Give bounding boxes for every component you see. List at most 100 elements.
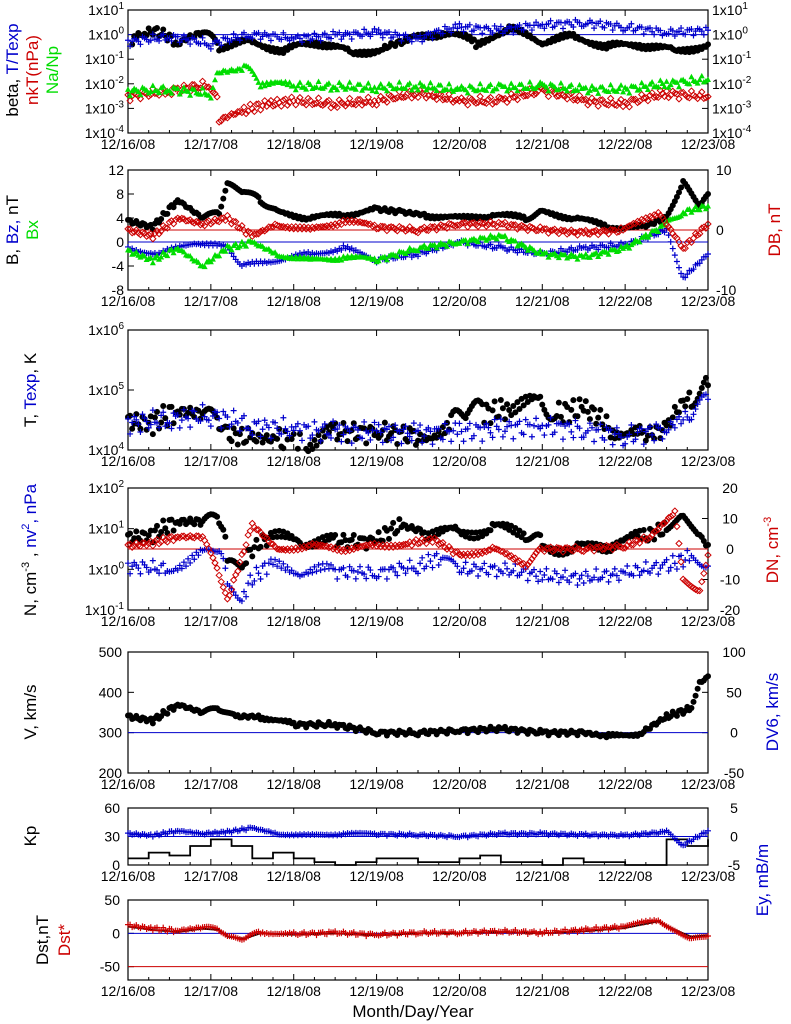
data-point	[667, 238, 674, 245]
data-point	[176, 562, 183, 569]
x-tick-label: 12/23/08	[681, 868, 736, 884]
data-point	[294, 546, 302, 554]
data-point	[321, 100, 329, 108]
data-point	[595, 90, 602, 96]
data-point	[263, 432, 270, 439]
data-point	[261, 533, 269, 541]
data-point	[560, 25, 566, 32]
data-point	[234, 419, 241, 426]
data-point	[613, 424, 620, 431]
data-point	[205, 217, 213, 225]
data-point	[352, 575, 359, 582]
y-tick-label: 1x101	[88, 520, 124, 537]
data-point	[449, 98, 457, 106]
data-point	[646, 91, 654, 99]
y2-tick-label: 0	[716, 222, 724, 238]
data-point	[653, 421, 660, 428]
data-point	[447, 220, 455, 228]
data-point	[704, 551, 712, 559]
data-point	[517, 221, 526, 230]
data-point	[640, 30, 647, 37]
data-point	[493, 85, 500, 92]
data-point	[228, 37, 235, 44]
y2-tick-label: -10	[716, 282, 736, 298]
data-point	[495, 93, 503, 101]
data-point	[218, 42, 225, 49]
data-point	[234, 567, 242, 575]
data-point	[464, 240, 471, 247]
data-point	[553, 570, 560, 577]
data-point	[137, 570, 144, 577]
data-point	[399, 93, 408, 102]
data-point	[128, 229, 136, 237]
x-tick-label: 12/22/08	[598, 453, 653, 469]
data-point	[640, 567, 647, 574]
data-point	[628, 422, 635, 429]
data-point	[364, 220, 372, 229]
data-point	[528, 223, 536, 232]
data-point	[522, 416, 529, 423]
data-point	[311, 30, 318, 37]
y-tick-label: 1x10-1	[85, 601, 125, 618]
data-point	[185, 88, 192, 94]
data-point	[491, 22, 498, 29]
data-point	[396, 79, 403, 85]
data-point	[410, 420, 417, 427]
data-point	[618, 82, 624, 88]
data-point	[543, 565, 550, 572]
data-point	[403, 540, 412, 548]
data-point	[439, 222, 447, 230]
data-point	[284, 563, 291, 570]
data-point	[624, 86, 631, 92]
data-point	[702, 391, 709, 398]
data-point	[253, 438, 260, 445]
data-point	[572, 570, 579, 577]
data-point	[524, 577, 531, 584]
data-point	[346, 563, 353, 570]
data-point	[626, 245, 633, 251]
data-point	[532, 549, 540, 557]
data-point	[160, 83, 167, 89]
data-point	[346, 31, 353, 38]
x-tick-label: 12/19/08	[349, 868, 404, 884]
y2-tick-label: 1x10-3	[712, 99, 752, 116]
data-point	[466, 420, 473, 427]
data-point	[676, 83, 682, 90]
data-point	[343, 99, 352, 108]
data-point	[386, 535, 392, 542]
data-point	[673, 566, 680, 573]
data-point	[129, 563, 136, 570]
x-tick-label: 12/23/08	[681, 293, 736, 309]
data-point	[667, 564, 674, 571]
data-point	[127, 43, 134, 50]
data-point	[253, 75, 260, 81]
data-point	[336, 29, 343, 36]
data-point	[286, 432, 293, 439]
data-point	[470, 36, 477, 43]
data-point	[649, 79, 656, 85]
x-tick-label: 12/18/08	[266, 868, 321, 884]
data-point	[682, 274, 689, 281]
data-point	[236, 427, 243, 434]
data-point	[425, 84, 432, 91]
data-point	[533, 573, 540, 580]
data-point	[543, 249, 550, 256]
data-point	[379, 439, 386, 446]
data-point	[671, 89, 679, 97]
y-tick-label: 1x10-2	[85, 75, 125, 92]
data-point	[309, 569, 316, 576]
data-point	[640, 441, 647, 448]
data-point	[352, 86, 359, 92]
data-point	[234, 107, 242, 116]
data-point	[398, 37, 405, 44]
data-point	[243, 560, 250, 567]
series-line-kp	[128, 838, 709, 866]
data-point	[170, 527, 177, 534]
y-tick-label: 400	[99, 684, 123, 700]
data-point	[676, 413, 682, 420]
data-point	[638, 425, 645, 432]
data-point	[686, 389, 693, 396]
data-point	[147, 924, 154, 931]
data-point	[220, 195, 227, 202]
data-point	[158, 412, 165, 419]
